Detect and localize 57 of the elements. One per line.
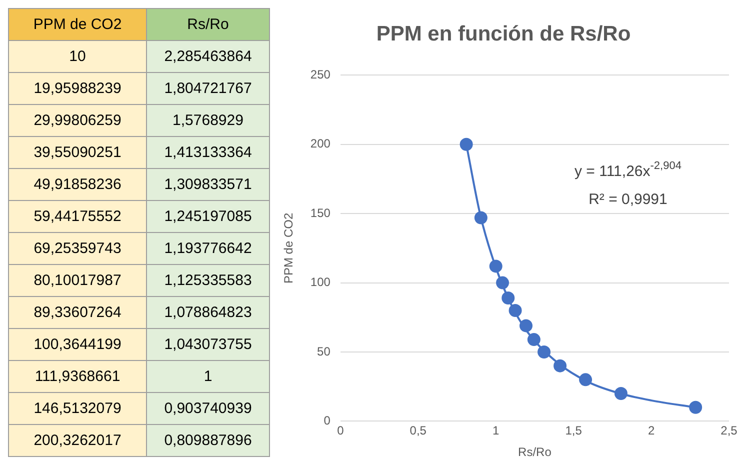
text: 80,10017987 bbox=[34, 272, 122, 289]
point bbox=[502, 292, 515, 305]
text: 1,078864823 bbox=[164, 304, 252, 321]
y-tick-label: 250 bbox=[310, 68, 331, 82]
text: 1,125335583 bbox=[164, 272, 252, 289]
category-label: Rs/Ro bbox=[146, 8, 270, 40]
point bbox=[689, 400, 702, 414]
y-tick-label: 100 bbox=[310, 275, 331, 290]
text: 1,245197085 bbox=[164, 208, 252, 225]
point bbox=[520, 319, 533, 332]
text: 29,99806259 bbox=[34, 112, 122, 129]
category-label: PPM de CO2 bbox=[8, 8, 146, 40]
point bbox=[579, 373, 592, 386]
text: 2,285463864 bbox=[164, 48, 252, 65]
x-tick-label: 0 bbox=[337, 424, 344, 438]
text: 89,33607264 bbox=[34, 304, 122, 321]
text: 1,043073755 bbox=[164, 336, 252, 353]
point bbox=[460, 138, 473, 151]
text: 39,55090251 bbox=[34, 144, 122, 161]
x-tick-label: 1 bbox=[492, 424, 500, 438]
point bbox=[614, 387, 628, 400]
chart-title: PPM en función de Rs/Ro bbox=[376, 22, 631, 46]
y-tick-label: 150 bbox=[310, 206, 331, 220]
annotation: R² = 0,9991 bbox=[588, 191, 668, 208]
text: 19,95988239 bbox=[34, 80, 122, 97]
text: 1,193776642 bbox=[164, 240, 252, 257]
text: 10 bbox=[69, 48, 86, 65]
x-tick-label: 1,5 bbox=[565, 424, 582, 438]
text: 200,3262017 bbox=[34, 432, 122, 449]
text: 1,309833571 bbox=[164, 176, 252, 193]
y-tick-label: 50 bbox=[317, 344, 331, 358]
x-axis-title: Rs/Ro bbox=[518, 445, 552, 460]
y-tick-label: 0 bbox=[324, 414, 331, 428]
point bbox=[508, 304, 522, 317]
x-tick-label: 2,5 bbox=[720, 424, 738, 438]
text: 1 bbox=[204, 368, 212, 385]
text: 100,3644199 bbox=[34, 336, 122, 353]
text: 59,44175552 bbox=[34, 208, 122, 225]
point bbox=[527, 333, 540, 346]
point bbox=[489, 260, 502, 273]
point bbox=[474, 211, 488, 224]
point bbox=[554, 359, 567, 372]
x-tick-label: 0,5 bbox=[410, 424, 427, 438]
text: 69,25359743 bbox=[34, 240, 122, 257]
x-tick-label: 2 bbox=[648, 424, 655, 438]
point bbox=[496, 276, 510, 290]
text: 146,5132079 bbox=[34, 400, 122, 417]
text: 1,804721767 bbox=[164, 80, 252, 97]
y-tick-label: 200 bbox=[310, 136, 331, 151]
point bbox=[538, 346, 551, 358]
text: 0,903740939 bbox=[164, 400, 252, 417]
text: 1,413133364 bbox=[164, 144, 252, 161]
text: 49,91858236 bbox=[34, 176, 122, 193]
text: 0,809887896 bbox=[164, 432, 252, 449]
y-axis-title: PPM de CO2 bbox=[282, 212, 296, 284]
text: 111,9368661 bbox=[34, 368, 120, 385]
text: 1,5768929 bbox=[172, 112, 244, 129]
